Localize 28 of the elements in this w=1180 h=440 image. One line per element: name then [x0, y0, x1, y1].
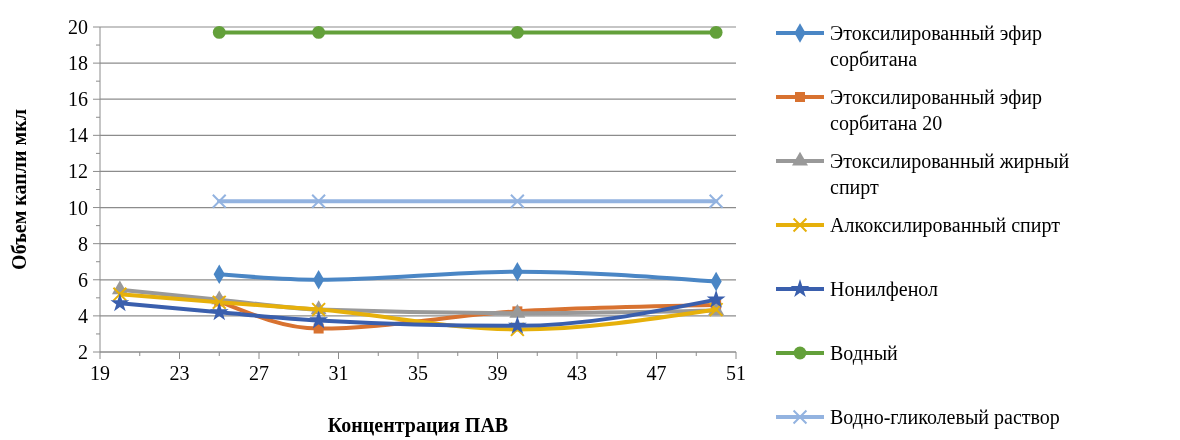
x-tick-label: 23: [169, 362, 190, 384]
y-tick-label: 12: [68, 160, 88, 183]
y-axis-title: Объем капли мкл: [8, 109, 30, 270]
y-tick-label: 20: [68, 16, 88, 38]
y-tick-label: 16: [68, 88, 88, 111]
x-tick-label: 39: [487, 362, 508, 384]
legend-label: Нонилфенол: [830, 278, 939, 301]
legend-label: Этоксилированный жирный спирт: [830, 150, 1070, 199]
x-tick-label: 35: [408, 362, 428, 384]
x-tick-label: 19: [90, 362, 110, 384]
legend-label: Водно-гликолевый раствор: [830, 406, 1060, 429]
y-tick-label: 10: [68, 196, 88, 219]
y-tick-label: 6: [78, 268, 88, 291]
y-tick-label: 8: [78, 232, 88, 255]
x-tick-label: 27: [249, 362, 269, 384]
x-tick-label: 47: [646, 362, 667, 384]
x-tick-label: 31: [328, 362, 349, 384]
y-tick-label: 2: [78, 341, 88, 363]
x-axis-title: Концентрация ПАВ: [327, 414, 509, 437]
x-tick-label: 43: [567, 362, 587, 384]
legend-label: Алкоксилированный спирт: [830, 214, 1061, 237]
legend-label: Этоксилированный эфир сорбитана 20: [830, 86, 1042, 135]
legend-label: Водный: [830, 342, 899, 365]
x-tick-label: 51: [726, 362, 746, 384]
y-tick-label: 18: [68, 52, 88, 75]
legend-label: Этоксилированный эфир сорбитана: [830, 22, 1042, 71]
y-tick-label: 14: [68, 124, 88, 147]
y-tick-label: 4: [78, 304, 88, 327]
